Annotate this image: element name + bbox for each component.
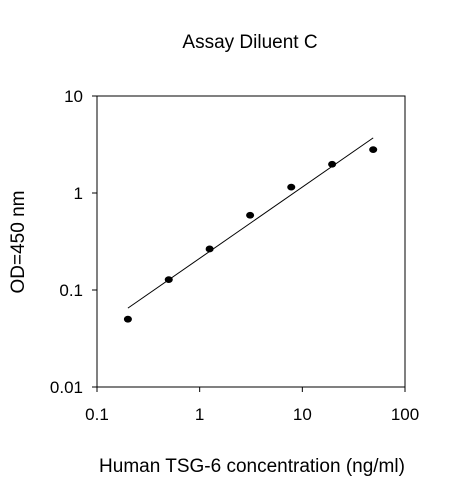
chart-title: Assay Diluent C [182,32,317,53]
x-axis: 0.1 1 10 100 [85,387,419,424]
y-axis-label: OD=450 nm [8,191,29,294]
y-tick-label: 0.01 [50,378,83,397]
x-axis-label: Human TSG-6 concentration (ng/ml) [99,456,405,477]
plot-frame [96,95,406,388]
data-point [246,211,255,219]
x-tick-label: 100 [391,405,419,424]
data-point [328,160,337,168]
y-tick-label: 10 [64,87,83,106]
data-point [369,146,378,154]
y-axis: 0.01 0.1 1 10 [50,87,97,397]
x-tick-label: 1 [195,405,204,424]
data-point [123,315,132,323]
trendline [127,137,374,309]
data-point [164,276,173,284]
data-point [287,183,296,191]
trendline-group [127,137,374,309]
y-tick-label: 0.1 [59,281,83,300]
data-points [123,146,378,323]
x-tick-label: 0.1 [85,405,109,424]
x-tick-label: 10 [293,405,312,424]
y-tick-label: 1 [74,184,83,203]
data-point [205,245,214,253]
